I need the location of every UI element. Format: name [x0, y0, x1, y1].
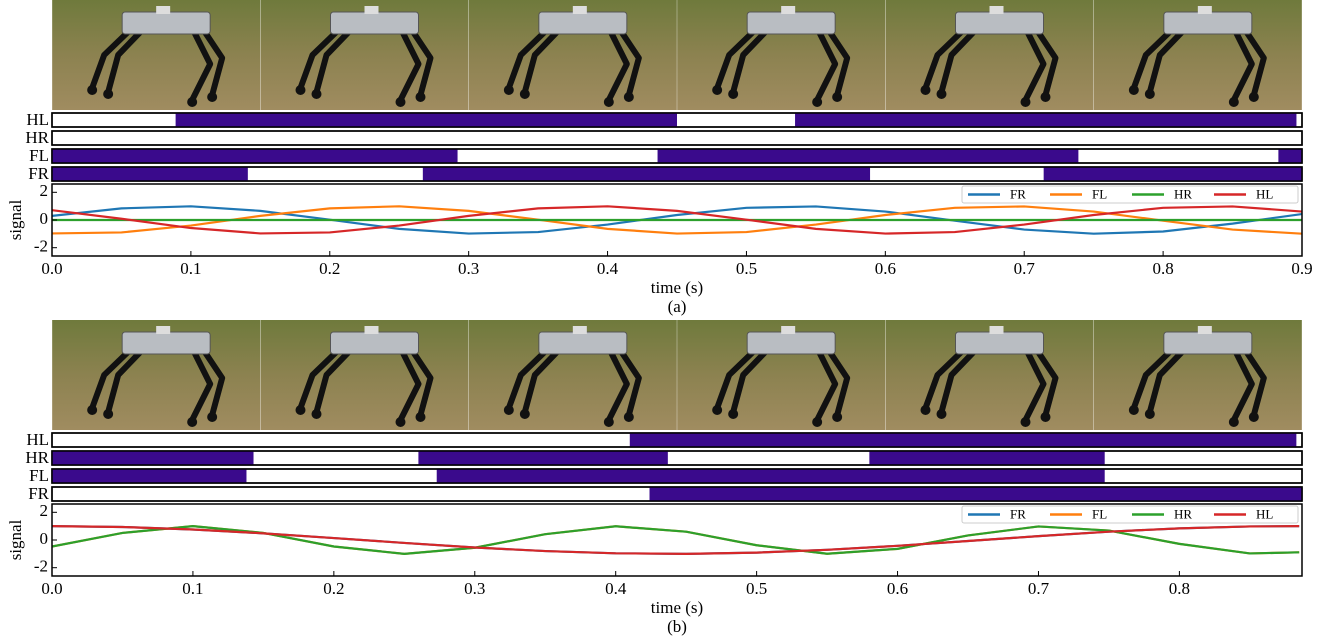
- x-tick-label: 0.2: [323, 579, 344, 598]
- gait-label: HL: [26, 110, 49, 129]
- x-tick-label: 0.0: [41, 259, 62, 278]
- photo: [885, 320, 1093, 430]
- x-tick-label: 0.8: [1152, 259, 1173, 278]
- signal-line: [52, 525, 1300, 555]
- photo: [260, 320, 468, 430]
- photo: [1094, 320, 1302, 430]
- x-tick-label: 0.1: [182, 579, 203, 598]
- gait-row: [51, 130, 1303, 146]
- stance-bar: [52, 149, 458, 163]
- x-tick-label: 0.5: [746, 579, 767, 598]
- x-tick-label: 0.8: [1169, 579, 1190, 598]
- legend-label: HR: [1174, 186, 1192, 201]
- signal-line: [52, 205, 1302, 235]
- signal-line: [52, 525, 1300, 555]
- gait-row-border: [51, 486, 1303, 502]
- legend-label: FR: [1010, 186, 1026, 201]
- x-tick-label: 0.2: [319, 259, 340, 278]
- gait-label: HL: [26, 430, 49, 449]
- y-axis-label: signal: [6, 519, 25, 560]
- y-tick-label: 0: [40, 209, 49, 228]
- gait-row-border: [51, 166, 1303, 182]
- caption: (b): [667, 617, 687, 636]
- y-axis-label: signal: [6, 199, 25, 240]
- photo: [677, 320, 885, 430]
- gait-label: FL: [29, 466, 49, 485]
- x-tick-label: 0.6: [875, 259, 896, 278]
- legend-label: HR: [1174, 506, 1192, 521]
- stance-bar: [657, 149, 1079, 163]
- stance-bar: [52, 167, 248, 181]
- photo: [1094, 0, 1302, 110]
- stance-bar: [436, 469, 1105, 483]
- photo: [469, 0, 677, 110]
- photo: [677, 0, 885, 110]
- x-tick-label: 0.3: [464, 579, 485, 598]
- x-tick-label: 0.0: [41, 579, 62, 598]
- caption: (a): [668, 297, 687, 316]
- photo: [469, 320, 677, 430]
- x-tick-label: 0.5: [736, 259, 757, 278]
- stance-bar: [422, 167, 871, 181]
- legend: FR FL HR HL: [961, 185, 1299, 204]
- gait-row-border: [51, 468, 1303, 484]
- gait-label: FR: [28, 484, 49, 503]
- photo: [885, 0, 1093, 110]
- y-tick-label: 2: [40, 181, 49, 200]
- stance-bar: [52, 451, 254, 465]
- legend-label: HL: [1256, 506, 1273, 521]
- photo: [52, 0, 260, 110]
- legend-label: HL: [1256, 186, 1273, 201]
- gait-row-border: [51, 450, 1303, 466]
- y-tick-label: 2: [40, 501, 49, 520]
- x-tick-label: 0.7: [1014, 259, 1036, 278]
- stance-bar: [52, 469, 247, 483]
- x-tick-label: 0.1: [180, 259, 201, 278]
- gait-label: HR: [25, 448, 49, 467]
- legend: FR FL HR HL: [961, 505, 1299, 524]
- gait-row-border: [51, 148, 1303, 164]
- stance-bar: [869, 451, 1105, 465]
- x-axis-label: time (s): [651, 598, 703, 617]
- x-tick-label: 0.9: [1291, 259, 1312, 278]
- signal-line: [52, 205, 1302, 235]
- legend-label: FL: [1092, 506, 1107, 521]
- gait-label: HR: [25, 128, 49, 147]
- signal-line: [52, 205, 1302, 235]
- stance-bar: [649, 487, 1302, 501]
- gait-label: FR: [28, 164, 49, 183]
- legend-box: [961, 185, 1299, 204]
- y-tick-label: -2: [34, 237, 48, 256]
- gait-row-border: [51, 130, 1303, 146]
- gait-label: FL: [29, 146, 49, 165]
- stance-bar: [629, 433, 1297, 447]
- photo: [52, 320, 260, 430]
- stance-bar: [175, 113, 677, 127]
- y-tick-label: 0: [40, 529, 49, 548]
- legend-label: FR: [1010, 506, 1026, 521]
- x-tick-label: 0.3: [458, 259, 479, 278]
- legend-box: [961, 505, 1299, 524]
- x-tick-label: 0.4: [605, 579, 627, 598]
- x-tick-label: 0.7: [1028, 579, 1050, 598]
- x-tick-label: 0.6: [887, 579, 908, 598]
- x-axis-label: time (s): [651, 278, 703, 297]
- legend-label: FL: [1092, 186, 1107, 201]
- x-tick-label: 0.4: [597, 259, 619, 278]
- gait-row-border: [51, 432, 1303, 448]
- stance-bar: [795, 113, 1297, 127]
- y-tick-label: -2: [34, 557, 48, 576]
- stance-bar: [418, 451, 668, 465]
- stance-bar: [1278, 149, 1302, 163]
- stance-bar: [1043, 167, 1302, 181]
- photo: [260, 0, 468, 110]
- gait-row-border: [51, 112, 1303, 128]
